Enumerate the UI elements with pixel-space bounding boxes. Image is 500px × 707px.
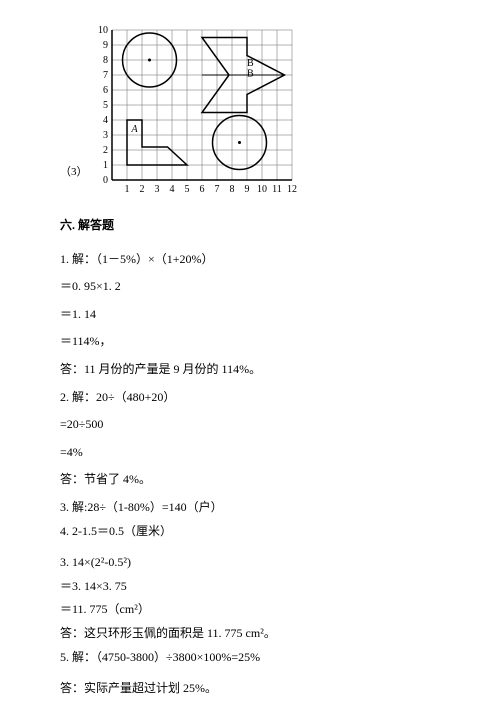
svg-text:7: 7 — [214, 184, 219, 195]
q4-line1: 3. 14×(2²-0.5²) — [60, 552, 460, 574]
svg-text:2: 2 — [139, 184, 144, 195]
svg-text:10: 10 — [257, 184, 267, 195]
svg-text:11: 11 — [272, 184, 282, 195]
svg-text:4: 4 — [103, 115, 108, 126]
q5-answer: 答：实际产量超过计划 25%。 — [60, 678, 460, 700]
q1-line4: ＝114%， — [60, 331, 460, 353]
svg-text:B: B — [247, 58, 254, 69]
svg-text:7: 7 — [103, 70, 108, 81]
q3-line2: 4. 2-1.5＝0.5（厘米） — [60, 521, 460, 543]
svg-text:2: 2 — [103, 145, 108, 156]
q1-answer: 答：11 月份的产量是 9 月份的 114%。 — [60, 359, 460, 381]
figure-number: （3） — [60, 163, 88, 183]
svg-text:B: B — [247, 69, 254, 80]
q3-line1: 3. 解:28÷（1-80%）=140（户） — [60, 497, 460, 519]
svg-text:5: 5 — [103, 100, 108, 111]
svg-text:1: 1 — [103, 160, 108, 171]
q5-line1: 5. 解：（4750-3800）÷3800×100%=25% — [60, 647, 460, 669]
q4-line3: ＝11. 775（cm²） — [60, 599, 460, 621]
q2-line3: =4% — [60, 442, 460, 464]
q1-line1: 1. 解：（1－5%）×（1+20%） — [60, 249, 460, 271]
q4-answer: 答：这只环形玉佩的面积是 11. 775 cm²。 — [60, 623, 460, 645]
svg-text:9: 9 — [103, 40, 108, 51]
svg-text:3: 3 — [154, 184, 159, 195]
grid-figure: 012345678910123456789101112ABB — [94, 20, 304, 195]
q2-line1: 2. 解：20÷（480+20） — [60, 387, 460, 409]
svg-text:5: 5 — [184, 184, 189, 195]
svg-text:8: 8 — [229, 184, 234, 195]
svg-text:6: 6 — [199, 184, 204, 195]
section-title: 六. 解答题 — [60, 215, 460, 237]
svg-text:12: 12 — [287, 184, 297, 195]
q4-line2: ＝3. 14×3. 75 — [60, 576, 460, 598]
q1-line3: ＝1. 14 — [60, 304, 460, 326]
q1-line2: ＝0. 95×1. 2 — [60, 276, 460, 298]
svg-text:8: 8 — [103, 55, 108, 66]
svg-text:3: 3 — [103, 130, 108, 141]
svg-text:4: 4 — [169, 184, 174, 195]
q2-answer: 答：节省了 4%。 — [60, 469, 460, 491]
q2-line2: =20÷500 — [60, 414, 460, 436]
svg-text:A: A — [130, 124, 138, 135]
svg-text:0: 0 — [103, 175, 108, 186]
svg-text:6: 6 — [103, 85, 108, 96]
svg-text:1: 1 — [124, 184, 129, 195]
svg-text:10: 10 — [98, 25, 108, 36]
svg-text:9: 9 — [244, 184, 249, 195]
figure-row: （3） 012345678910123456789101112ABB — [60, 20, 460, 195]
